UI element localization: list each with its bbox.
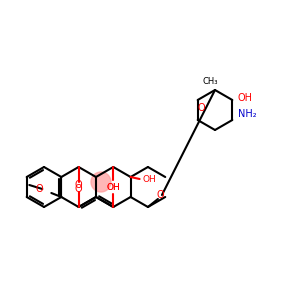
Text: O: O xyxy=(35,184,43,194)
Text: O: O xyxy=(156,190,164,200)
Text: O: O xyxy=(75,184,83,194)
Text: NH₂: NH₂ xyxy=(238,109,256,119)
Text: O: O xyxy=(197,103,205,113)
Text: OH: OH xyxy=(106,182,120,191)
Text: CH₃: CH₃ xyxy=(202,77,218,86)
Circle shape xyxy=(91,172,111,192)
Text: OH: OH xyxy=(143,176,157,184)
Text: O: O xyxy=(75,180,83,190)
Text: OH: OH xyxy=(106,182,120,191)
Text: OH: OH xyxy=(238,93,253,103)
